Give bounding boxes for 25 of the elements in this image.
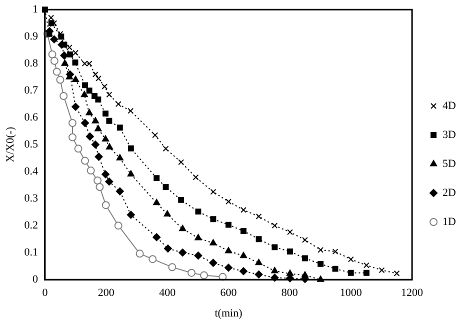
x-tick-label: 0 [42,287,48,300]
y-tick-label: 0.2 [24,219,38,232]
x-tick-label: 800 [281,287,298,300]
y-tick-label: 0.9 [24,30,38,42]
x-tick-label: 200 [98,287,115,300]
y-tick-label: 1 [32,3,38,16]
legend-label: 5D [442,158,456,170]
x-tick-label: 1000 [340,287,362,300]
x-tick-label: 600 [220,287,238,300]
y-tick-label: 0.7 [24,84,38,96]
legend-label: 1D [442,216,456,228]
x-tick-label: 1200 [401,287,424,300]
legend-label: 3D [442,128,456,141]
y-tick-label: 0.4 [24,165,38,178]
y-tick-label: 0.6 [24,111,38,124]
y-tick-label: 0.8 [24,57,38,70]
x-axis-title: t(min) [214,307,243,320]
x-tick-label: 400 [159,287,176,300]
y-tick-label: 0.5 [24,138,38,150]
y-tick-label: 0 [32,273,38,286]
legend-label: 4D [442,100,456,112]
legend-label: 2D [442,186,456,199]
y-axis-title: X/X0(-) [4,126,16,162]
y-tick-label: 0.1 [24,246,38,258]
y-tick-label: 0.3 [24,192,38,204]
